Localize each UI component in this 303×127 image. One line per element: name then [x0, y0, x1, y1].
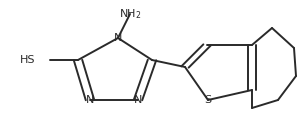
Text: N: N — [134, 95, 142, 105]
Text: HS: HS — [20, 55, 36, 65]
Text: S: S — [205, 95, 211, 105]
Text: NH$_2$: NH$_2$ — [119, 7, 141, 21]
Text: N: N — [114, 33, 122, 43]
Text: N: N — [86, 95, 94, 105]
